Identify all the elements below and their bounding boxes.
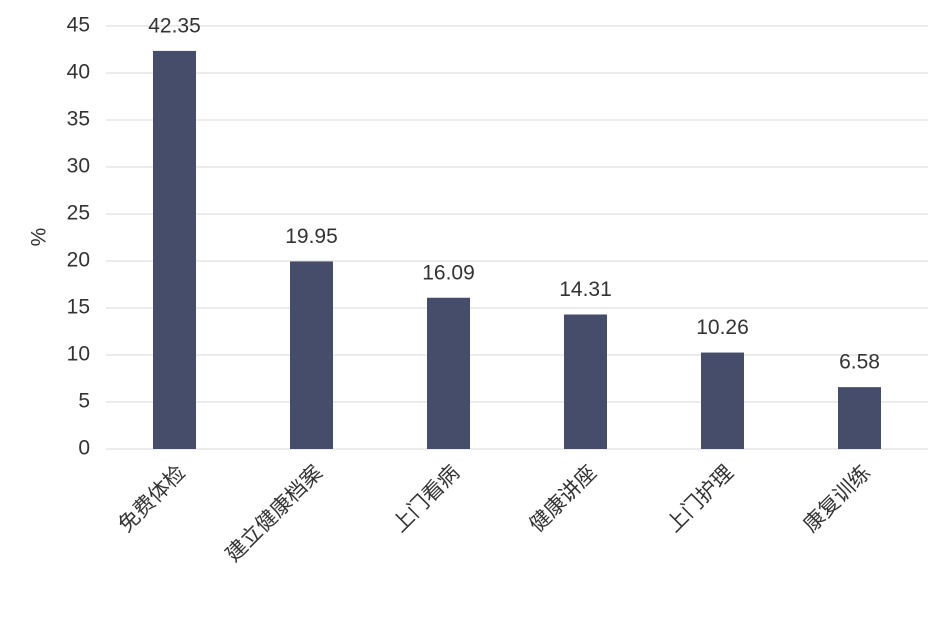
x-tick-label: 免费体检	[114, 461, 190, 537]
y-tick-label: 5	[78, 390, 90, 413]
y-axis-label: %	[28, 228, 51, 247]
data-label: 6.58	[839, 351, 880, 374]
x-tick-label: 上门护理	[662, 461, 738, 537]
x-tick-label: 康复训练	[799, 461, 875, 537]
y-tick-label: 35	[67, 108, 90, 131]
x-tick-label: 建立健康档案	[222, 461, 327, 566]
y-tick-label: 15	[67, 296, 90, 319]
y-tick-label: 40	[67, 61, 90, 84]
y-tick-label: 0	[78, 437, 90, 460]
bar	[701, 352, 744, 449]
bar	[564, 314, 607, 449]
data-label: 16.09	[422, 261, 475, 284]
data-label: 42.35	[148, 14, 201, 37]
x-tick-label: 上门看病	[388, 461, 464, 537]
y-tick-label: 30	[67, 155, 90, 178]
data-label: 10.26	[696, 316, 749, 339]
data-label: 14.31	[559, 278, 612, 301]
y-tick-label: 20	[67, 249, 90, 272]
y-tick-label: 10	[67, 343, 90, 366]
bar	[153, 50, 196, 449]
bar	[290, 261, 333, 449]
bar	[427, 297, 470, 449]
data-label: 19.95	[285, 225, 338, 248]
y-tick-label: 45	[67, 14, 90, 37]
y-tick-label: 25	[67, 202, 90, 225]
x-tick-label: 健康讲座	[525, 461, 601, 537]
bar	[838, 387, 881, 449]
